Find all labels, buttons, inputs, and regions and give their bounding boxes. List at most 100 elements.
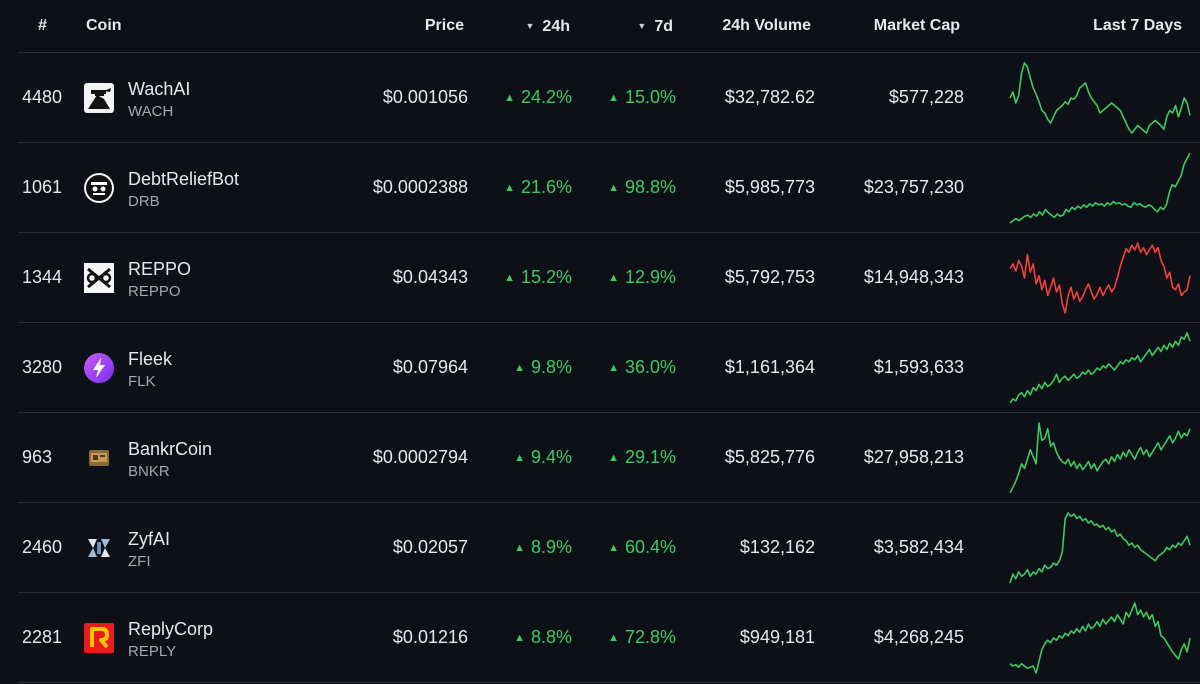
coin-name[interactable]: ReplyCorp: [128, 619, 214, 639]
price: $0.0002794: [372, 447, 468, 467]
sparkline-path: [1009, 512, 1191, 584]
change-7d-value: 29.1%: [624, 447, 676, 467]
change-7d: ▲ 29.1%: [588, 413, 676, 502]
change-24h-value: 8.8%: [530, 627, 572, 647]
table-header: # Coin Price ▼ 24h ▼ 7d 24h Volume Market …: [18, 0, 1200, 53]
change-7d-value: 72.8%: [624, 627, 676, 647]
sparkline-chart: [1009, 242, 1191, 314]
sort-arrow-icon: ▼: [525, 21, 535, 31]
up-triangle-icon: ▲: [608, 182, 619, 194]
coin-symbol: WACH: [128, 103, 174, 120]
change-24h: ▲ 8.8%: [478, 593, 572, 682]
up-triangle-icon: ▲: [608, 272, 619, 284]
market-cap: $577,228: [888, 87, 964, 107]
up-triangle-icon: ▲: [514, 452, 525, 464]
price: $0.02057: [392, 537, 468, 557]
change-24h-value: 9.4%: [530, 447, 572, 467]
change-7d: ▲ 72.8%: [588, 593, 676, 682]
up-triangle-icon: ▲: [608, 92, 619, 104]
up-triangle-icon: ▲: [608, 362, 619, 374]
rank: 963: [22, 447, 53, 467]
fleek-logo-icon: [84, 353, 114, 383]
rank: 1344: [22, 267, 63, 287]
header-rank[interactable]: #: [38, 17, 47, 34]
sparkline-chart: [1009, 152, 1191, 224]
change-24h-value: 15.2%: [520, 267, 572, 287]
rank: 1061: [22, 177, 63, 197]
table-row[interactable]: 3280 Fleek FLK $0.07964 ▲ 9.8% ▲ 36.0% $1,…: [18, 323, 1200, 413]
header-price[interactable]: Price: [424, 17, 464, 34]
market-cap: $1,593,633: [873, 357, 964, 377]
table-row[interactable]: 2281 ReplyCorp REPLY $0.01216 ▲ 8.8% ▲ 72.…: [18, 593, 1200, 683]
change-24h: ▲ 24.2%: [478, 53, 572, 142]
price: $0.01216: [392, 627, 468, 647]
price: $0.04343: [392, 267, 468, 287]
debtreliefbot-logo-icon: [84, 173, 114, 203]
sparkline-path: [1009, 152, 1191, 224]
up-triangle-icon: ▲: [514, 362, 525, 374]
table-row[interactable]: 1344 REPPO REPPO $0.04343 ▲ 15.2% ▲ 12.9% …: [18, 233, 1200, 323]
header-24h-label: 24h: [542, 18, 570, 35]
zyfai-logo-icon: [84, 533, 114, 563]
sparkline-path: [1009, 422, 1191, 494]
header-last-7-days: Last 7 Days: [1093, 17, 1182, 34]
sparkline-path: [1009, 242, 1191, 314]
coin-name[interactable]: BankrCoin: [128, 439, 213, 459]
table-row[interactable]: 1061 DebtReliefBot DRB $0.0002388 ▲ 21.6%…: [18, 143, 1200, 233]
change-7d: ▲ 60.4%: [588, 503, 676, 592]
volume-24h: $5,985,773: [724, 177, 815, 197]
change-7d: ▲ 36.0%: [588, 323, 676, 412]
wachai-logo-icon: [84, 83, 114, 113]
change-24h-value: 21.6%: [520, 177, 572, 197]
header-24h-volume[interactable]: 24h Volume: [722, 17, 811, 34]
up-triangle-icon: ▲: [608, 542, 619, 554]
volume-24h: $1,161,364: [724, 357, 815, 377]
change-24h: ▲ 21.6%: [478, 143, 572, 232]
change-24h: ▲ 9.8%: [478, 323, 572, 412]
coin-name[interactable]: DebtReliefBot: [128, 169, 240, 189]
change-24h-value: 24.2%: [520, 87, 572, 107]
sparkline-chart: [1009, 62, 1191, 134]
coin-symbol: ZFI: [128, 553, 151, 570]
sparkline-path: [1009, 332, 1191, 404]
header-coin[interactable]: Coin: [86, 17, 122, 34]
rank: 2460: [22, 537, 63, 557]
bankrcoin-logo-icon: [84, 443, 114, 473]
coin-name[interactable]: Fleek: [128, 349, 173, 369]
change-7d-value: 98.8%: [624, 177, 676, 197]
up-triangle-icon: ▲: [608, 452, 619, 464]
market-cap: $27,958,213: [863, 447, 964, 467]
coin-symbol: DRB: [128, 193, 160, 210]
change-24h-value: 9.8%: [530, 357, 572, 377]
header-market-cap[interactable]: Market Cap: [873, 17, 960, 34]
volume-24h: $5,792,753: [724, 267, 815, 287]
table-row[interactable]: 4480 WachAI WACH $0.001056 ▲ 24.2% ▲ 15.0%…: [18, 53, 1200, 143]
volume-24h: $949,181: [739, 627, 815, 647]
table-row[interactable]: 963 BankrCoin BNKR $0.0002794 ▲ 9.4% ▲ 29.…: [18, 413, 1200, 503]
header-7d[interactable]: ▼ 7d: [608, 0, 673, 52]
sparkline-chart: [1009, 512, 1191, 584]
change-24h: ▲ 8.9%: [478, 503, 572, 592]
volume-24h: $5,825,776: [724, 447, 815, 467]
change-24h-value: 8.9%: [530, 537, 572, 557]
header-24h[interactable]: ▼ 24h: [498, 0, 571, 52]
coin-name[interactable]: REPPO: [128, 259, 192, 279]
coin-name[interactable]: ZyfAI: [128, 529, 171, 549]
sparkline-chart: [1009, 422, 1191, 494]
coin-symbol: FLK: [128, 373, 156, 390]
up-triangle-icon: ▲: [504, 182, 515, 194]
change-7d-value: 12.9%: [624, 267, 676, 287]
change-24h: ▲ 15.2%: [478, 233, 572, 322]
price: $0.0002388: [372, 177, 468, 197]
change-7d-value: 60.4%: [624, 537, 676, 557]
market-cap: $14,948,343: [863, 267, 964, 287]
market-cap: $23,757,230: [863, 177, 964, 197]
rank: 4480: [22, 87, 63, 107]
change-7d: ▲ 15.0%: [588, 53, 676, 142]
coin-name[interactable]: WachAI: [128, 79, 191, 99]
up-triangle-icon: ▲: [504, 92, 515, 104]
sort-arrow-icon: ▼: [637, 21, 647, 31]
table-row[interactable]: 2460 ZyfAI ZFI $0.02057 ▲ 8.9% ▲ 60.4% $13…: [18, 503, 1200, 593]
sparkline-path: [1009, 602, 1191, 674]
